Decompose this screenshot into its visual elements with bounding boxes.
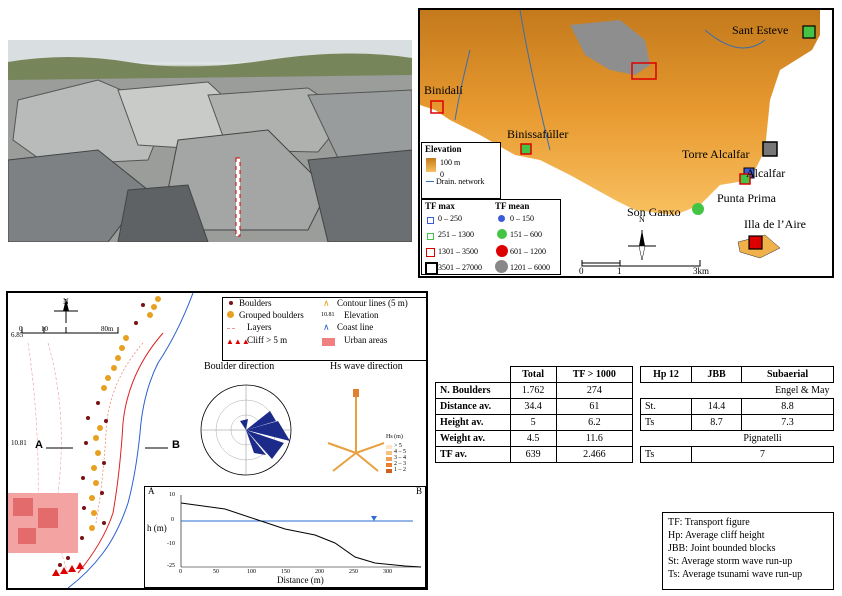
place-alcalfar: Alcalfar: [746, 166, 786, 180]
elevation-legend: Elevation 100 m 0 Drain. network: [421, 142, 501, 199]
cliff-line: [52, 562, 84, 576]
coast-swatch: ∧: [323, 322, 330, 332]
tf-mean-swatch-3: [496, 245, 508, 257]
table-header-row: Hp 12 JBB Subaerial: [640, 366, 834, 383]
place-binissafuller: Binissafúller: [507, 127, 569, 141]
tf-mean-swatch-1: [498, 215, 505, 222]
abbreviations-box: TF: Transport figure Hp: Average cliff h…: [662, 512, 834, 590]
hs-wave-rose: [327, 389, 385, 472]
table-row: N. Boulders 1.762 274: [435, 382, 634, 399]
place-binidali: Binidalí: [424, 83, 463, 97]
scale-bar-top: [581, 260, 701, 267]
north-label-top: N: [639, 215, 645, 224]
north-arrow-bottom: [54, 299, 78, 323]
section-label-b: B: [172, 439, 180, 451]
grouped-swatch: [227, 311, 234, 318]
tf-max-swatch-1: [427, 217, 434, 224]
north-label-bottom: N: [63, 297, 69, 306]
tf-mean-swatch-2: [497, 229, 507, 239]
table-row: St. 14.4 8.8: [640, 398, 834, 415]
tf-max-swatch-3: [426, 248, 435, 257]
contour-swatch: ∧: [323, 298, 330, 308]
tf-max-swatch-2: [427, 233, 434, 240]
table-header-row: Total TF > 1000: [435, 366, 634, 383]
place-punta-prima: Punta Prima: [717, 191, 776, 205]
place-sant-esteve: Sant Esteve: [732, 23, 789, 37]
boulder-direction-rose: [200, 384, 292, 476]
section-label-a: A: [35, 439, 43, 451]
place-illa-aire: Illa de l’Aire: [744, 217, 806, 231]
grouped-boulders: [89, 296, 161, 531]
site-markers: [430, 25, 816, 250]
wave-runup-table: Hp 12 JBB Subaerial Engel & May St. 14.4…: [640, 366, 834, 463]
boulder-swatch: [229, 301, 233, 305]
coastal-boulders-photo: [8, 40, 412, 242]
hs-legend-swatches: [386, 445, 392, 473]
tf-mean-swatch-4: [495, 260, 508, 273]
tf-max-swatch-4: [425, 262, 438, 275]
table-row: Ts 8.7 7.3: [640, 414, 834, 431]
cross-section-profile: A B h (m) 10 0 -10 -25 0 50 100 150 200 …: [144, 486, 426, 588]
hs-wave-title: Hs wave direction: [330, 361, 403, 372]
boulder-field-map: 6.85 N 0 10 80m 10.81 A B Boulders Group…: [6, 291, 428, 590]
hs-legend-items: > 5 4 – 5 3 – 4 2 – 3 1 – 2: [394, 443, 406, 473]
place-son-ganxo: Son Ganxo: [627, 205, 681, 219]
table-row: Distance av. 34.4 61: [435, 398, 634, 415]
elevation-ramp: [426, 158, 436, 172]
cliff-swatch: ▲▲▲: [226, 337, 250, 346]
study-area-map: Sant Esteve Binidalí Binissafúller Torre…: [418, 8, 834, 278]
table-row: Weight av. 4.5 11.6: [435, 430, 634, 447]
urban-swatch: [322, 338, 335, 346]
tf-legend: TF max TF mean 0 – 250 251 – 1300 1301 –…: [421, 199, 561, 275]
boulder-stats-table: Total TF > 1000 N. Boulders 1.762 274 Di…: [435, 366, 634, 463]
source-engel: Engel & May: [775, 385, 830, 396]
place-torre-alcalfar: Torre Alcalfar: [682, 147, 750, 161]
north-arrow-top: [628, 230, 656, 261]
boulders: [58, 303, 145, 567]
table-row: Ts 7: [640, 446, 834, 463]
map-legend: Boulders Grouped boulders Layers ▲▲▲ Cli…: [222, 297, 426, 361]
scale-bar-bottom: [21, 327, 119, 334]
boulder-direction-title: Boulder direction: [204, 361, 275, 372]
layers-swatch: [227, 328, 235, 329]
source-pignatelli: Pignatelli: [743, 433, 782, 444]
table-row: Height av. 5 6.2: [435, 414, 634, 431]
drain-swatch: [426, 181, 434, 182]
table-row: TF av. 639 2.466: [435, 446, 634, 463]
